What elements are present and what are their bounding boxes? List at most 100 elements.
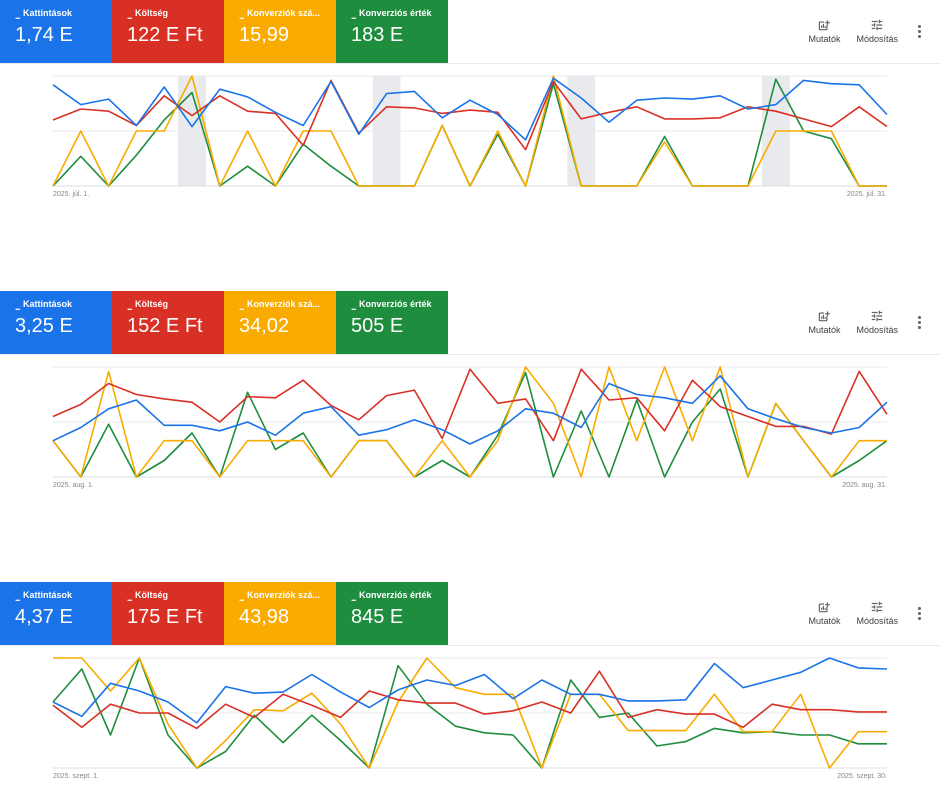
adjust-label: Módosítás — [856, 34, 898, 44]
series-line-clicks — [52, 657, 888, 724]
metric-value: 152 E Ft — [127, 315, 203, 337]
performance-panel: ... Kattintások 3,25 E... Költség 152 E Ft..… — [0, 291, 940, 491]
metric-value: 1,74 E — [15, 24, 73, 46]
metric-value: 3,25 E — [15, 315, 73, 337]
adjust-label: Módosítás — [856, 616, 898, 626]
metric-tile-conversion-value[interactable]: ... Konverziós érték 183 E — [336, 0, 448, 63]
x-axis-start-label: 2025. júl. 1. — [53, 191, 89, 198]
series-line-clicks — [52, 77, 888, 141]
x-axis-end-label: 2025. aug. 31. — [842, 482, 887, 489]
metric-value: 4,37 E — [15, 606, 73, 628]
adjust-label: Módosítás — [856, 325, 898, 335]
line-chart: 2025. júl. 1. 2025. júl. 31. — [52, 75, 888, 198]
metric-label: Konverziós érték — [359, 8, 432, 18]
line-chart: 2025. aug. 1. 2025. aug. 31. — [52, 366, 888, 489]
metric-value: 175 E Ft — [127, 606, 203, 628]
metrics-label: Mutatók — [808, 34, 841, 44]
metric-tile-cost[interactable]: ... Költség 175 E Ft — [112, 582, 224, 645]
chart-toolbar: Mutatók Módosítás — [808, 600, 940, 630]
metric-tile-conversions[interactable]: ... Konverziók szá... 15,99 — [224, 0, 336, 63]
dropdown-dots-icon: ... — [239, 302, 244, 312]
metric-tiles: ... Kattintások 4,37 E... Költség 175 E Ft..… — [0, 582, 448, 645]
metric-value: 122 E Ft — [127, 24, 203, 46]
metric-value: 845 E — [351, 606, 404, 628]
dropdown-dots-icon: ... — [127, 593, 132, 603]
metrics-label: Mutatók — [808, 616, 841, 626]
series-line-conversion-value — [52, 657, 887, 769]
metric-value: 15,99 — [239, 24, 290, 46]
metric-label: Konverziós érték — [359, 299, 432, 309]
metric-value: 183 E — [351, 24, 404, 46]
series-line-conversions — [52, 75, 887, 187]
add-chart-icon — [819, 311, 831, 322]
performance-panel: ... Kattintások 1,74 E... Költség 122 E Ft..… — [0, 0, 940, 200]
metric-label: Konverziós érték — [359, 590, 432, 600]
metric-label: Konverziók szá... — [247, 8, 321, 18]
metric-label: Költség — [135, 590, 169, 600]
line-chart: 2025. szept. 1. 2025. szept. 30. — [52, 657, 888, 780]
metric-tile-conversion-value[interactable]: ... Konverziós érték 845 E — [336, 582, 448, 645]
metric-label: Kattintások — [23, 299, 73, 309]
dropdown-dots-icon: ... — [15, 593, 20, 603]
metric-label: Költség — [135, 299, 169, 309]
metric-tiles: ... Kattintások 1,74 E... Költség 122 E Ft..… — [0, 0, 448, 63]
metrics-button[interactable]: Mutatók — [808, 600, 840, 626]
metric-tile-clicks[interactable]: ... Kattintások 3,25 E — [0, 291, 112, 354]
series-line-conversions — [53, 657, 887, 769]
chart-toolbar: Mutatók Módosítás — [808, 309, 940, 339]
x-axis-end-label: 2025. júl. 31. — [847, 191, 887, 198]
dropdown-dots-icon: ... — [127, 11, 132, 21]
dropdown-dots-icon: ... — [127, 302, 132, 312]
adjust-button[interactable]: Módosítás — [856, 18, 898, 44]
metric-tiles: ... Kattintások 3,25 E... Költség 152 E Ft..… — [0, 291, 448, 354]
metrics-button[interactable]: Mutatók — [808, 309, 840, 335]
x-axis-start-label: 2025. aug. 1. — [53, 482, 94, 489]
metric-tile-clicks[interactable]: ... Kattintások 1,74 E — [0, 0, 112, 63]
more-vert-icon[interactable] — [914, 607, 924, 622]
dropdown-dots-icon: ... — [15, 11, 20, 21]
series-line-cost — [52, 79, 888, 151]
series-line-cost — [52, 670, 887, 730]
metric-tile-clicks[interactable]: ... Kattintások 4,37 E — [0, 582, 112, 645]
metric-value: 43,98 — [239, 606, 290, 628]
divider — [0, 645, 940, 646]
metric-tile-conversions[interactable]: ... Konverziók szá... 34,02 — [224, 291, 336, 354]
metrics-button[interactable]: Mutatók — [808, 18, 840, 44]
dropdown-dots-icon: ... — [239, 593, 244, 603]
metric-label: Kattintások — [23, 8, 73, 18]
more-vert-icon[interactable] — [914, 316, 924, 331]
metrics-label: Mutatók — [808, 325, 841, 335]
metric-tile-conversions[interactable]: ... Konverziók szá... 43,98 — [224, 582, 336, 645]
x-axis-end-label: 2025. szept. 30. — [837, 773, 887, 780]
chart-toolbar: Mutatók Módosítás — [808, 18, 940, 48]
metric-value: 34,02 — [239, 315, 290, 337]
dropdown-dots-icon: ... — [239, 11, 244, 21]
metric-value: 505 E — [351, 315, 404, 337]
more-vert-icon[interactable] — [914, 25, 924, 40]
tune-icon — [871, 19, 883, 31]
add-chart-icon — [819, 602, 831, 613]
divider — [0, 63, 940, 64]
series-line-clicks — [52, 374, 888, 445]
performance-panel: ... Kattintások 4,37 E... Költség 175 E Ft..… — [0, 582, 940, 782]
metric-label: Konverziók szá... — [247, 590, 321, 600]
dropdown-dots-icon: ... — [15, 302, 20, 312]
dropdown-dots-icon: ... — [351, 11, 356, 21]
metric-label: Költség — [135, 8, 169, 18]
metric-tile-cost[interactable]: ... Költség 152 E Ft — [112, 291, 224, 354]
x-axis-start-label: 2025. szept. 1. — [53, 773, 99, 780]
series-line-conversions — [52, 366, 887, 478]
dropdown-dots-icon: ... — [351, 593, 356, 603]
metric-label: Konverziók szá... — [247, 299, 321, 309]
adjust-button[interactable]: Módosítás — [856, 309, 898, 335]
dropdown-dots-icon: ... — [351, 302, 356, 312]
divider — [0, 354, 940, 355]
metric-tile-cost[interactable]: ... Költség 122 E Ft — [112, 0, 224, 63]
metric-label: Kattintások — [23, 590, 73, 600]
tune-icon — [871, 310, 883, 322]
add-chart-icon — [819, 20, 831, 31]
adjust-button[interactable]: Módosítás — [856, 600, 898, 626]
series-line-cost — [52, 368, 888, 442]
metric-tile-conversion-value[interactable]: ... Konverziós érték 505 E — [336, 291, 448, 354]
tune-icon — [871, 601, 883, 613]
